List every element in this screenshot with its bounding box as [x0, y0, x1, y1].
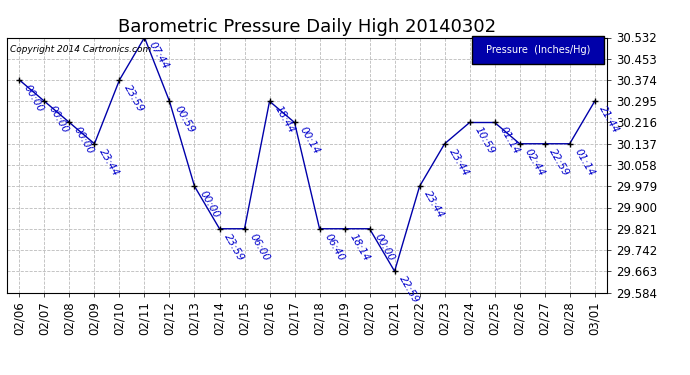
Text: 21:44: 21:44 — [598, 104, 621, 135]
Title: Barometric Pressure Daily High 20140302: Barometric Pressure Daily High 20140302 — [118, 18, 496, 36]
Text: 23:44: 23:44 — [447, 147, 471, 177]
Text: 00:00: 00:00 — [47, 104, 71, 135]
Text: 06:00: 06:00 — [247, 231, 271, 262]
Text: 01:14: 01:14 — [573, 147, 596, 177]
Text: 22:59: 22:59 — [547, 147, 571, 177]
Text: 00:00: 00:00 — [72, 125, 96, 156]
Text: 02:44: 02:44 — [522, 147, 546, 177]
Text: Copyright 2014 Cartronics.com: Copyright 2014 Cartronics.com — [10, 45, 151, 54]
Text: Pressure  (Inches/Hg): Pressure (Inches/Hg) — [486, 45, 591, 55]
Text: 10:59: 10:59 — [473, 125, 496, 156]
Text: 00:14: 00:14 — [297, 125, 321, 156]
Text: 07:44: 07:44 — [147, 40, 171, 71]
Text: 23:59: 23:59 — [122, 83, 146, 114]
Text: 00:59: 00:59 — [172, 104, 196, 135]
Text: 23:59: 23:59 — [222, 231, 246, 262]
Text: 22:59: 22:59 — [397, 274, 421, 305]
Text: 18:14: 18:14 — [347, 231, 371, 262]
Text: 18:44: 18:44 — [273, 104, 296, 135]
Text: 00:00: 00:00 — [373, 231, 396, 262]
Text: 23:44: 23:44 — [97, 147, 121, 177]
Text: 06:40: 06:40 — [322, 231, 346, 262]
Text: 23:44: 23:44 — [422, 189, 446, 220]
Text: 01:14: 01:14 — [497, 125, 521, 156]
Text: 00:00: 00:00 — [197, 189, 221, 220]
Text: 00:00: 00:00 — [22, 83, 46, 114]
FancyBboxPatch shape — [472, 36, 604, 64]
